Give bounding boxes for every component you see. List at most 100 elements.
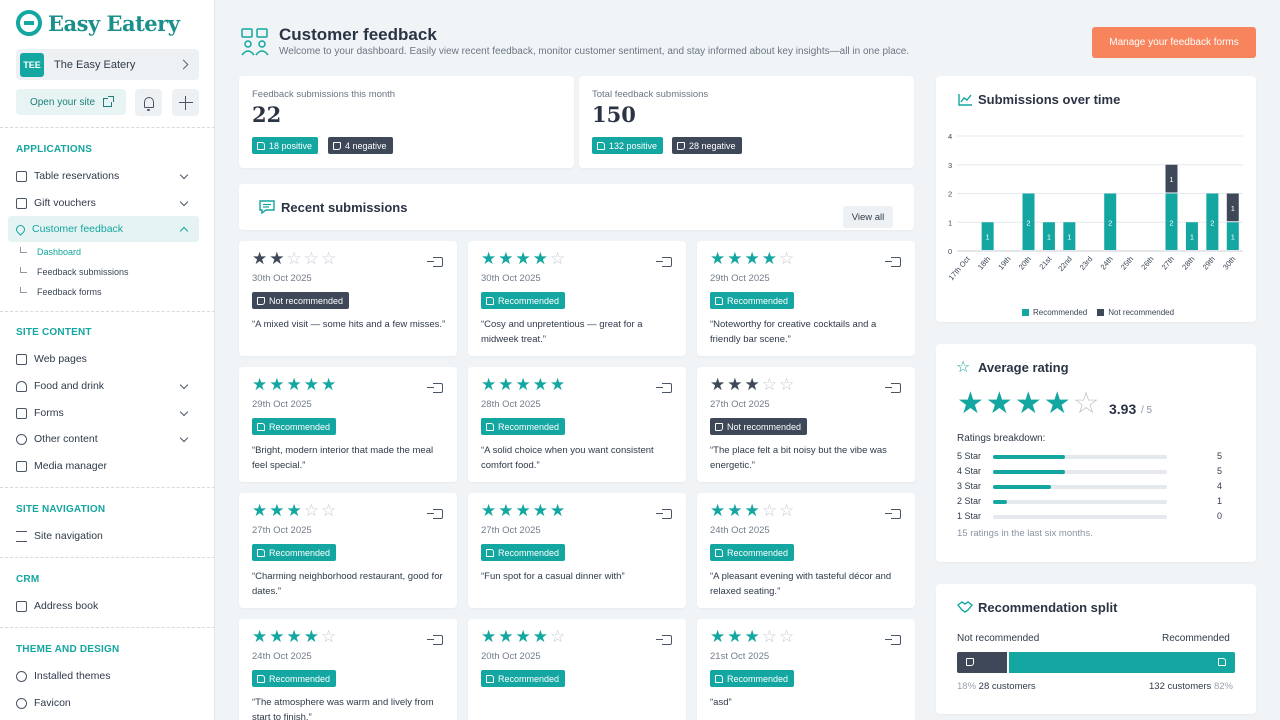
line-chart-icon xyxy=(958,94,972,106)
feedback-card[interactable]: ★ ★ ★ ★ ☆ 20th Oct 2025 Recommended xyxy=(468,619,686,720)
star-filled-icon: ★ xyxy=(550,375,566,394)
feedback-card[interactable]: ★ ★ ★ ☆ ☆ 27th Oct 2025 Not recommended “The… xyxy=(697,367,915,482)
legend-item-recommended: Recommended xyxy=(1022,308,1087,317)
split-neg-pct: 18% xyxy=(957,681,977,692)
sidebar-item-table-reservations[interactable]: Table reservations xyxy=(8,163,199,189)
sidebar-item-installed-themes[interactable]: Installed themes xyxy=(8,663,199,689)
feedback-status-label: Not recommended xyxy=(269,295,344,306)
open-feedback-icon[interactable] xyxy=(656,635,672,645)
sidebar-item-favicon[interactable]: Favicon xyxy=(8,690,199,716)
open-feedback-icon[interactable] xyxy=(656,257,672,267)
feedback-status-label: Recommended xyxy=(269,547,331,558)
feedback-status-label: Recommended xyxy=(727,673,789,684)
feedback-stars: ★ ★ ★ ★ ☆ xyxy=(481,250,565,268)
feedback-status-badge: Recommended xyxy=(481,544,566,561)
feedback-card[interactable]: ★ ★ ☆ ☆ ☆ 30th Oct 2025 Not recommended “A m… xyxy=(239,241,457,356)
open-feedback-icon[interactable] xyxy=(427,635,443,645)
chevron-down-icon xyxy=(179,407,189,416)
feedback-card[interactable]: ★ ★ ★ ☆ ☆ 27th Oct 2025 Recommended “Charmin… xyxy=(239,493,457,608)
notifications-button[interactable] xyxy=(135,89,162,116)
sidebar-item-forms[interactable]: Forms xyxy=(8,400,199,426)
star-filled-icon: ★ xyxy=(727,627,743,646)
sidebar-item-site-navigation[interactable]: Site navigation xyxy=(8,523,199,549)
tree-hook-icon xyxy=(20,247,27,253)
rating-breakdown-count: 5 xyxy=(1217,451,1223,461)
view-all-button[interactable]: View all xyxy=(843,206,893,228)
rating-breakdown-label: 3 Star xyxy=(957,481,982,491)
feedback-card[interactable]: ★ ★ ★ ☆ ☆ 21st Oct 2025 Recommended “asd” xyxy=(697,619,915,720)
feedback-card[interactable]: ★ ★ ★ ★ ★ 29th Oct 2025 Recommended “Bright,… xyxy=(239,367,457,482)
sidebar-item-web-pages[interactable]: Web pages xyxy=(8,346,199,372)
open-feedback-icon[interactable] xyxy=(656,383,672,393)
feedback-quote: “Charming neighborhood restaurant, good … xyxy=(252,571,443,597)
rating-breakdown-row: 5 Star 5 xyxy=(957,451,1227,463)
star-filled-icon: ★ xyxy=(532,249,548,268)
star-empty-icon: ☆ xyxy=(779,249,795,268)
sidebar-subitem-feedback-forms[interactable]: Feedback forms xyxy=(20,287,102,297)
chevron-up-icon xyxy=(179,226,189,235)
rating-breakdown-fill xyxy=(993,500,1008,504)
sidebar-item-address-book[interactable]: Address book xyxy=(8,593,199,619)
star-filled-icon: ★ xyxy=(1014,387,1042,420)
feedback-card[interactable]: ★ ★ ★ ★ ★ 28th Oct 2025 Recommended “A solid… xyxy=(468,367,686,482)
feedback-card[interactable]: ★ ★ ★ ★ ★ 27th Oct 2025 Recommended “Fun spo… xyxy=(468,493,686,608)
thumbs-up-icon xyxy=(257,548,265,557)
feedback-date: 27th Oct 2025 xyxy=(710,399,770,410)
split-neg-customers: 28 customers xyxy=(978,681,1036,692)
site-switcher[interactable]: TEE The Easy Eatery xyxy=(16,49,199,80)
open-feedback-icon[interactable] xyxy=(427,257,443,267)
feedback-status-label: Recommended xyxy=(498,547,560,558)
feedback-card[interactable]: ★ ★ ★ ★ ☆ 30th Oct 2025 Recommended “Cosy an… xyxy=(468,241,686,356)
star-empty-icon: ☆ xyxy=(321,501,337,520)
positive-badge: 18 positive xyxy=(252,137,319,154)
section-title-theme-and-design: THEME AND DESIGN xyxy=(16,644,120,655)
legend-label: Recommended xyxy=(1033,308,1088,317)
add-button[interactable] xyxy=(172,89,199,116)
sidebar-subitem-dashboard[interactable]: Dashboard xyxy=(20,247,81,257)
feedback-status-label: Recommended xyxy=(727,295,789,306)
sidebar-item-other-content[interactable]: Other content xyxy=(8,426,199,452)
manage-feedback-forms-button[interactable]: Manage your feedback forms xyxy=(1092,27,1256,58)
feedback-card[interactable]: ★ ★ ★ ★ ☆ 24th Oct 2025 Recommended “The atm… xyxy=(239,619,457,720)
logo[interactable]: Easy Eatery xyxy=(16,10,180,36)
star-filled-icon: ★ xyxy=(269,375,285,394)
open-feedback-icon[interactable] xyxy=(427,509,443,519)
rating-breakdown-fill xyxy=(993,485,1051,489)
open-feedback-icon[interactable] xyxy=(885,257,901,267)
feedback-stars: ★ ★ ★ ★ ☆ xyxy=(710,250,794,268)
feedback-status-badge: Recommended xyxy=(252,418,337,435)
sidebar-item-gift-vouchers[interactable]: Gift vouchers xyxy=(8,190,199,216)
feedback-card[interactable]: ★ ★ ★ ☆ ☆ 24th Oct 2025 Recommended “A pleas… xyxy=(697,493,915,608)
sidebar-item-media-manager[interactable]: Media manager xyxy=(8,453,199,479)
chevron-down-icon xyxy=(179,433,189,442)
feedback-status-badge: Recommended xyxy=(481,418,566,435)
feedback-date: 29th Oct 2025 xyxy=(252,399,312,410)
star-empty-icon: ☆ xyxy=(761,627,777,646)
legend-label: Not recommended xyxy=(1108,308,1175,317)
rating-breakdown-track xyxy=(993,470,1167,474)
plus-icon xyxy=(178,95,193,110)
star-filled-icon: ★ xyxy=(321,375,337,394)
chevron-right-icon xyxy=(178,59,189,70)
open-feedback-icon[interactable] xyxy=(427,383,443,393)
stat-label: Total feedback submissions xyxy=(592,89,709,100)
sidebar-item-customer-feedback[interactable]: Customer feedback xyxy=(8,216,199,242)
star-filled-icon: ★ xyxy=(515,375,531,394)
sidebar-item-food-and-drink[interactable]: Food and drink xyxy=(8,373,199,399)
thumbs-up-icon xyxy=(715,674,723,683)
split-recommended-count: 132 customers 82% xyxy=(1149,681,1233,692)
open-feedback-icon[interactable] xyxy=(885,383,901,393)
open-site-button[interactable]: Open your site xyxy=(16,89,126,115)
feedback-status-badge: Recommended xyxy=(252,544,337,561)
rating-breakdown-label: 5 Star xyxy=(957,451,982,461)
rating-breakdown-track xyxy=(993,500,1167,504)
feedback-stars: ★ ★ ★ ☆ ☆ xyxy=(710,628,794,646)
open-feedback-icon[interactable] xyxy=(885,635,901,645)
open-feedback-icon[interactable] xyxy=(885,509,901,519)
open-feedback-icon[interactable] xyxy=(656,509,672,519)
tree-hook-icon xyxy=(20,267,27,273)
star-filled-icon: ★ xyxy=(744,627,760,646)
feedback-card[interactable]: ★ ★ ★ ★ ☆ 29th Oct 2025 Recommended “Notewor… xyxy=(697,241,915,356)
sidebar-subitem-feedback-submissions[interactable]: Feedback submissions xyxy=(20,267,129,277)
sidebar-item-label: Other content xyxy=(34,433,98,445)
